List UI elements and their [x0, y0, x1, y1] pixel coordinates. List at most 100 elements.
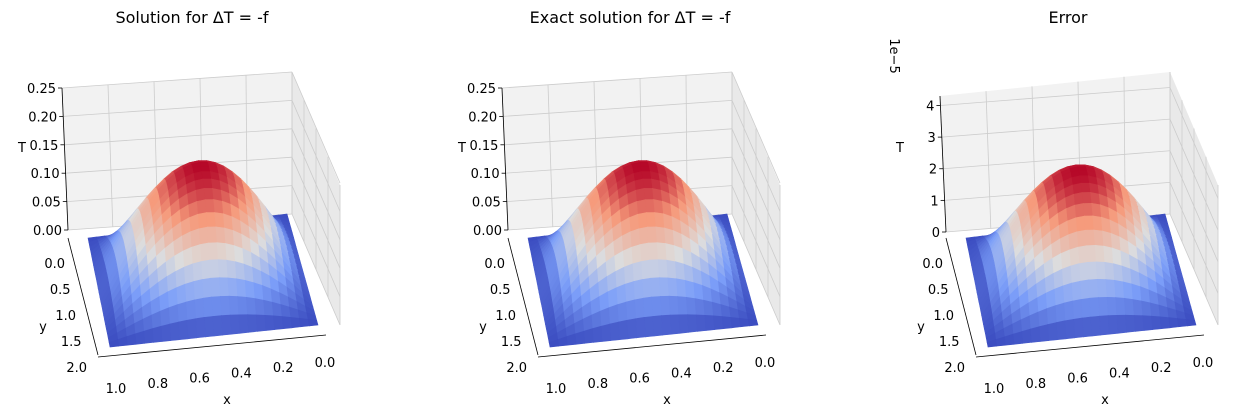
surface-patch	[694, 298, 706, 316]
surface-patch	[221, 314, 232, 336]
y-tick-label: 1.5	[501, 335, 522, 350]
surface-patch	[623, 263, 634, 285]
x-tick-label: 0.4	[1109, 366, 1130, 381]
surface-patch	[1132, 299, 1144, 317]
z-axis-line	[939, 95, 947, 233]
surface-patch	[160, 323, 172, 342]
z-axis-label: T	[457, 141, 466, 156]
surface-patch	[1068, 246, 1080, 267]
surface-patch	[1081, 192, 1093, 204]
surface-patch	[617, 319, 629, 341]
surface-patch	[634, 297, 645, 320]
surface-patch	[1081, 316, 1093, 338]
z-tick-label: 0.05	[32, 196, 61, 211]
surface-patch	[1038, 324, 1050, 342]
surface	[965, 164, 1197, 348]
surface-patch	[1177, 318, 1188, 328]
grid-line	[503, 100, 733, 117]
z-axis-line	[61, 87, 69, 231]
surface-patch	[655, 226, 667, 244]
surface-patch	[1094, 244, 1106, 263]
grid-line	[941, 118, 1171, 138]
surface-patch	[636, 199, 647, 215]
y-tick-label: 2.0	[506, 361, 527, 376]
grid-line	[504, 128, 733, 146]
surface-patch	[273, 315, 284, 330]
z-tick-label: 3	[928, 131, 936, 146]
y-axis-line	[945, 237, 977, 356]
grid-line	[291, 71, 341, 184]
surface-patch	[1021, 328, 1032, 344]
surface-patch	[1085, 229, 1096, 247]
surface-patch	[307, 318, 319, 327]
y-tick-label: 0.5	[928, 283, 949, 298]
surface	[87, 160, 319, 348]
surface-patch	[159, 307, 170, 327]
x-axis-line	[537, 334, 767, 358]
surface-patch	[201, 171, 212, 180]
surface-patch	[199, 162, 210, 167]
surface-patch	[1083, 215, 1095, 231]
surface-patch	[642, 178, 653, 189]
grid-line	[940, 87, 1171, 106]
surface-patch	[1079, 175, 1090, 184]
x-tick-label: 0.4	[671, 366, 692, 381]
surface-patch	[641, 277, 653, 299]
y-tick-label: 0.0	[922, 257, 943, 272]
surface-patch	[247, 314, 258, 333]
surface-patch	[1107, 314, 1119, 335]
y-axis-label: y	[479, 320, 487, 335]
surface-patch	[198, 226, 209, 245]
surface-patch	[200, 165, 211, 172]
x-tick-label: 0.2	[713, 361, 734, 376]
surface-patch	[1046, 305, 1057, 325]
surface-patch	[669, 314, 681, 335]
surface-patch	[642, 296, 654, 318]
surface-patch	[684, 280, 696, 299]
x-axis-line	[97, 334, 327, 358]
grid-line	[547, 84, 554, 227]
surface-patch	[1029, 326, 1041, 343]
grid-line	[985, 91, 992, 229]
z-tick-label: 2	[929, 163, 937, 178]
surface-patch	[1151, 315, 1162, 330]
x-axis-label: x	[663, 393, 671, 407]
surface-patch	[192, 261, 203, 282]
surface-patch	[665, 243, 676, 263]
surface-patch	[238, 314, 250, 334]
surface-patch	[1070, 263, 1081, 284]
y-tick-label: 0.5	[50, 283, 71, 298]
surface-patch	[229, 314, 241, 335]
surface-patch	[643, 316, 655, 338]
surface-patch	[190, 244, 202, 265]
grid-line	[943, 150, 1171, 170]
surface-patch	[237, 296, 248, 316]
surface-patch	[1113, 263, 1124, 283]
surface-patch	[202, 178, 213, 189]
x-tick-label: 1.0	[106, 382, 127, 397]
grid-line	[65, 156, 293, 174]
surface-patch	[654, 212, 665, 229]
surface-patch	[638, 226, 649, 245]
surface-patch	[1053, 285, 1065, 307]
y-tick-label: 1.0	[495, 309, 516, 324]
surface-patch	[739, 317, 750, 328]
surface-patch	[666, 259, 677, 280]
surface-patch	[1087, 261, 1098, 281]
surface-patch	[202, 296, 214, 318]
z-axis-line	[501, 87, 509, 231]
surface-patch	[649, 259, 660, 279]
surface-patch	[177, 319, 189, 341]
surface-patch	[687, 314, 698, 333]
y-axis-label: y	[917, 320, 925, 335]
surface-patch	[635, 317, 646, 339]
surface	[527, 160, 759, 348]
surface-patch	[1185, 319, 1197, 327]
surface-patch	[721, 316, 733, 330]
surface-patch	[695, 314, 707, 332]
y-tick-label: 2.0	[66, 361, 87, 376]
z-tick-label: 0.10	[31, 167, 60, 182]
z-tick-label: 0.10	[471, 167, 500, 182]
surface-patch	[639, 162, 650, 167]
